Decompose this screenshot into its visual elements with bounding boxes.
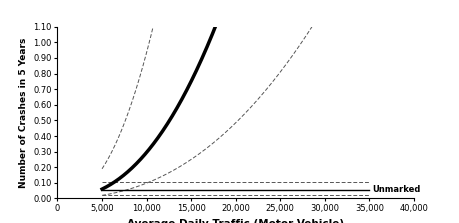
Y-axis label: Number of Crashes in 5 Years: Number of Crashes in 5 Years — [19, 37, 28, 188]
Text: Unmarked: Unmarked — [371, 185, 420, 194]
X-axis label: Average Daily Traffic (Motor Vehicle): Average Daily Traffic (Motor Vehicle) — [127, 219, 344, 223]
